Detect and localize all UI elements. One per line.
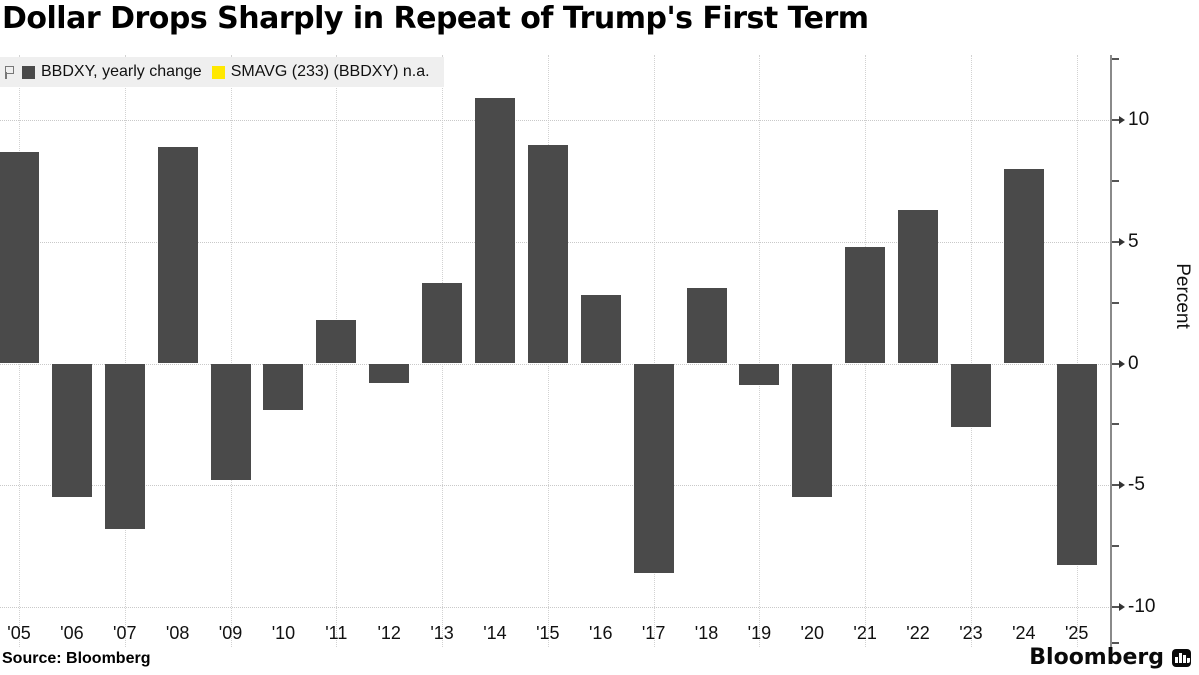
tick-arrow-icon bbox=[1119, 116, 1125, 125]
bar-25 bbox=[1056, 363, 1097, 566]
y-minor-tick bbox=[1112, 301, 1119, 304]
bar-21 bbox=[845, 246, 886, 364]
horizontal-gridline bbox=[0, 363, 1111, 365]
x-tick-label-21: '21 bbox=[853, 623, 877, 643]
y-tick-label-5: 5 bbox=[1128, 230, 1139, 252]
x-tick-label-15: '15 bbox=[536, 623, 560, 643]
y-minor-tick bbox=[1112, 58, 1119, 61]
horizontal-gridline bbox=[0, 606, 1111, 608]
x-tick-label-24: '24 bbox=[1012, 623, 1036, 643]
bloomberg-wordmark: Bloomberg bbox=[1029, 645, 1164, 670]
y-tick-label--5: -5 bbox=[1128, 474, 1145, 496]
y-major-tick bbox=[1112, 240, 1121, 243]
tick-arrow-icon bbox=[1119, 602, 1125, 611]
tick-arrow-icon bbox=[1119, 359, 1125, 368]
x-tick-label-08: '08 bbox=[165, 623, 190, 643]
horizontal-gridline bbox=[0, 120, 1111, 122]
bar-19 bbox=[739, 363, 780, 386]
bar-16 bbox=[580, 295, 621, 364]
legend-swatch-smavg bbox=[211, 65, 225, 79]
x-tick-label-12: '12 bbox=[377, 623, 401, 643]
x-tick-label-20: '20 bbox=[800, 623, 824, 643]
x-tick-label-05: '05 bbox=[7, 623, 31, 643]
x-tick-label-23: '23 bbox=[959, 623, 983, 643]
bar-20 bbox=[792, 363, 833, 498]
horizontal-gridline bbox=[0, 485, 1111, 487]
legend-label-bbdxy: BBDXY, yearly change bbox=[41, 63, 202, 80]
bar-17 bbox=[633, 363, 674, 573]
vertical-gridline bbox=[653, 55, 655, 647]
tick-arrow-icon bbox=[1119, 237, 1125, 246]
pin-icon bbox=[4, 65, 14, 79]
x-tick-label-06: '06 bbox=[60, 623, 84, 643]
bar-09 bbox=[210, 363, 251, 481]
x-tick-label-07: '07 bbox=[113, 623, 137, 643]
x-tick-label-10: '10 bbox=[271, 623, 296, 643]
y-major-tick bbox=[1112, 484, 1121, 487]
y-tick-label-0: 0 bbox=[1128, 352, 1139, 374]
bloomberg-logo: Bloomberg bbox=[1029, 645, 1191, 670]
x-tick-label-16: '16 bbox=[589, 623, 613, 643]
source-note: Source: Bloomberg bbox=[2, 650, 151, 667]
legend-item-smavg[interactable]: SMAVG (233) (BBDXY) n.a. bbox=[211, 63, 430, 81]
y-minor-tick bbox=[1112, 423, 1119, 426]
legend-swatch-bbdxy bbox=[22, 65, 35, 79]
bar-06 bbox=[51, 363, 92, 498]
x-tick-label-25: '25 bbox=[1064, 623, 1089, 643]
vertical-gridline bbox=[230, 55, 232, 647]
bar-12 bbox=[369, 363, 410, 383]
tick-arrow-icon bbox=[1119, 481, 1125, 490]
x-tick-label-09: '09 bbox=[218, 623, 243, 643]
bar-10 bbox=[263, 363, 304, 410]
bar-18 bbox=[686, 288, 727, 364]
y-minor-tick bbox=[1112, 642, 1119, 645]
x-tick-label-14: '14 bbox=[483, 623, 507, 643]
x-tick-label-22: '22 bbox=[906, 623, 930, 643]
bar-05 bbox=[0, 151, 39, 364]
y-minor-tick bbox=[1112, 180, 1119, 183]
x-tick-label-13: '13 bbox=[430, 623, 454, 643]
legend: BBDXY, yearly change SMAVG (233) (BBDXY)… bbox=[0, 57, 444, 87]
y-major-tick bbox=[1112, 605, 1121, 608]
x-tick-label-11: '11 bbox=[325, 623, 348, 643]
bar-08 bbox=[157, 146, 198, 364]
vertical-gridline bbox=[970, 55, 972, 647]
bar-11 bbox=[316, 319, 357, 364]
y-tick-label--10: -10 bbox=[1128, 595, 1156, 617]
bloomberg-terminal-icon bbox=[1172, 648, 1191, 667]
legend-label-smavg: SMAVG (233) (BBDXY) n.a. bbox=[230, 63, 430, 80]
bar-24 bbox=[1003, 168, 1044, 364]
bar-23 bbox=[950, 363, 991, 427]
legend-item-bbdxy[interactable]: BBDXY, yearly change bbox=[22, 63, 202, 81]
y-axis-line bbox=[1110, 55, 1112, 648]
vertical-gridline bbox=[124, 55, 126, 647]
y-major-tick bbox=[1112, 362, 1121, 365]
vertical-gridline bbox=[759, 55, 761, 647]
y-tick-label-10: 10 bbox=[1128, 109, 1150, 131]
vertical-gridline bbox=[1076, 55, 1078, 647]
bar-14 bbox=[474, 98, 515, 364]
bar-15 bbox=[527, 144, 568, 364]
bar-07 bbox=[104, 363, 145, 529]
bar-13 bbox=[422, 283, 463, 364]
y-axis-title: Percent bbox=[1172, 263, 1193, 329]
bar-22 bbox=[898, 210, 939, 364]
y-major-tick bbox=[1112, 119, 1121, 122]
x-tick-label-19: '19 bbox=[747, 623, 772, 643]
y-minor-tick bbox=[1112, 544, 1119, 547]
x-tick-label-17: '17 bbox=[641, 623, 666, 643]
chart-title: Dollar Drops Sharply in Repeat of Trump'… bbox=[2, 1, 869, 36]
x-tick-label-18: '18 bbox=[694, 623, 719, 643]
plot-area bbox=[0, 55, 1111, 647]
